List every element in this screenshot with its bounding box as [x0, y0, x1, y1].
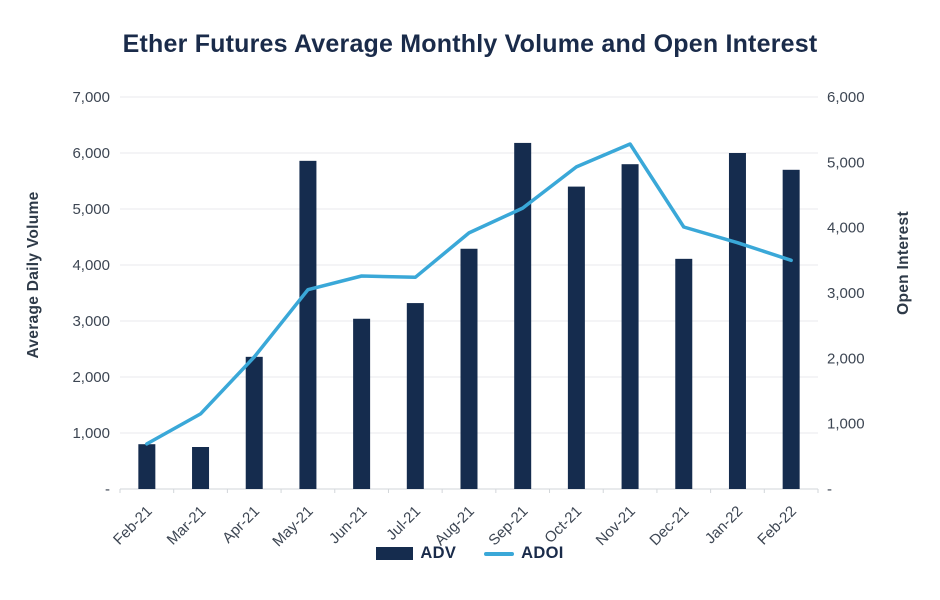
x-axis-label-Oct-21: Oct-21	[541, 503, 585, 547]
left-tick-label: 6,000	[72, 145, 110, 162]
x-axis-label-Feb-22: Feb-22	[754, 503, 800, 549]
chart-title: Ether Futures Average Monthly Volume and…	[122, 30, 818, 58]
bar-Apr-21	[245, 356, 263, 489]
x-axis-label-Apr-21: Apr-21	[219, 503, 263, 547]
right-tick-label: 5,000	[827, 154, 865, 171]
x-axis-label-Aug-21: Aug-21	[432, 503, 478, 549]
x-axis-label-Mar-21: Mar-21	[164, 503, 210, 549]
x-axis-label-Nov-21: Nov-21	[593, 503, 639, 549]
bar-Jun-21	[353, 318, 371, 489]
legend-item-adoi[interactable]: ADOI	[484, 544, 563, 563]
left-tick-label: 3,000	[72, 313, 110, 330]
bar-Jul-21	[406, 303, 424, 489]
bar-Nov-21	[621, 164, 639, 489]
right-tick-label: 4,000	[827, 220, 865, 237]
left-tick-label: 1,000	[72, 425, 110, 442]
left-tick-label: 5,000	[72, 201, 110, 218]
adoi-line	[145, 142, 793, 446]
left-axis-title: Average Daily Volume	[25, 191, 42, 359]
legend-label-adv: ADV	[420, 544, 457, 562]
bar-Feb-21	[138, 444, 156, 489]
right-tick-label: 1,000	[827, 416, 865, 433]
bar-Sep-21	[514, 142, 532, 490]
left-tick-label: 7,000	[72, 89, 110, 106]
bar-Oct-21	[567, 186, 585, 489]
right-axis-title: Open Interest	[895, 211, 912, 315]
x-axis-label-Sep-21: Sep-21	[485, 503, 531, 549]
bar-Dec-21	[675, 258, 693, 489]
legend-line-swatch-icon	[484, 551, 515, 556]
x-axis-label-Feb-21: Feb-21	[110, 503, 156, 549]
bar-Aug-21	[460, 248, 478, 489]
right-tick-label: -	[827, 481, 832, 498]
left-tick-label: 2,000	[72, 369, 110, 386]
legend: ADV ADOI	[0, 544, 940, 563]
right-tick-label: 6,000	[827, 89, 865, 106]
left-tick-label: -	[105, 481, 110, 498]
x-axis-label-Dec-21: Dec-21	[646, 503, 692, 549]
bar-May-21	[299, 160, 317, 489]
x-axis-label-Jun-21: Jun-21	[326, 503, 370, 547]
x-axis-label-Jul-21: Jul-21	[383, 503, 424, 544]
right-tick-label: 3,000	[827, 285, 865, 302]
bar-Jan-22	[728, 153, 746, 489]
right-tick-label: 2,000	[827, 350, 865, 367]
bar-Feb-22	[782, 169, 800, 490]
x-axis-label-Jan-22: Jan-22	[702, 503, 746, 547]
left-tick-label: 4,000	[72, 257, 110, 274]
legend-label-adoi: ADOI	[521, 544, 564, 562]
legend-bar-swatch-icon	[376, 547, 414, 560]
bar-Mar-21	[192, 447, 210, 489]
legend-item-adv[interactable]: ADV	[376, 544, 456, 563]
